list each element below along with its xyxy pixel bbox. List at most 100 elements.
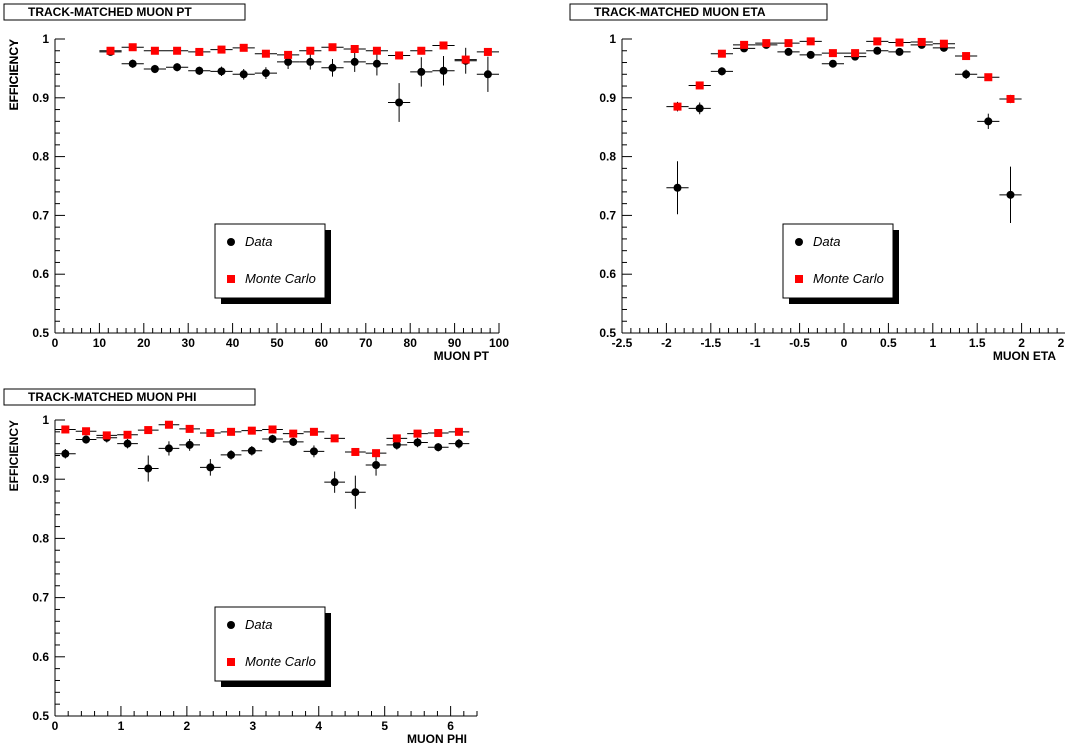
data-point [284, 57, 293, 66]
y-tick-label: 0.7 [599, 208, 616, 222]
x-tick-label: 50 [270, 336, 284, 350]
y-tick-label: 0.5 [599, 326, 616, 340]
legend-mc-label: Monte Carlo [813, 271, 884, 286]
mc-point [195, 47, 204, 56]
data-point [239, 70, 248, 79]
data-point [673, 183, 682, 192]
x-tick-label: -0.5 [789, 336, 810, 350]
y-tick-label: 0.8 [599, 150, 616, 164]
y-tick-label: 0.7 [32, 591, 49, 605]
data-point [984, 117, 993, 126]
legend: Data Monte Carlo [782, 223, 899, 304]
legend: Data Monte Carlo [214, 606, 331, 687]
x-tick-label: 20 [137, 336, 151, 350]
data-point [351, 488, 360, 497]
data-point [82, 435, 91, 444]
mc-point [984, 73, 993, 82]
legend-data-label: Data [813, 234, 840, 249]
legend-mc-label: Monte Carlo [245, 271, 316, 286]
x-tick-label: 5 [381, 719, 388, 733]
data-point [372, 59, 381, 68]
legend-data-marker [795, 238, 803, 246]
x-tick-label: -2.5 [612, 336, 633, 350]
data-point [217, 67, 226, 76]
mc-point [372, 449, 381, 458]
data-point [483, 70, 492, 79]
chart-title: TRACK-MATCHED MUON PHI [28, 390, 196, 404]
data-point [372, 460, 381, 469]
x-tick-label: 1.5 [969, 336, 986, 350]
mc-point [895, 38, 904, 47]
legend-data-label: Data [245, 617, 272, 632]
chart-title: TRACK-MATCHED MUON PT [28, 5, 192, 19]
y-axis-label: EFFICIENCY [7, 39, 21, 110]
mc-point [106, 46, 115, 55]
data-point [227, 450, 236, 459]
x-tick-label: 80 [404, 336, 418, 350]
x-tick-label: 1 [929, 336, 936, 350]
data-point [395, 98, 404, 107]
y-tick-label: 1 [42, 32, 49, 46]
legend-data-marker [227, 238, 235, 246]
chart-title-box [3, 388, 256, 406]
mc-point [939, 39, 948, 48]
data-point [434, 443, 443, 452]
mc-point [102, 431, 111, 440]
y-axis-label: EFFICIENCY [7, 420, 21, 491]
mc-point [268, 425, 277, 434]
legend-data-label: Data [245, 234, 272, 249]
mc-point [350, 44, 359, 53]
x-axis-label: MUON ETA [993, 349, 1056, 363]
y-tick-label: 0.9 [32, 472, 49, 486]
x-tick-label: 6 [447, 719, 454, 733]
mc-point [717, 49, 726, 58]
x-tick-label: 0 [841, 336, 848, 350]
data-point [173, 63, 182, 72]
mc-point [173, 46, 182, 55]
x-tick-label: 100 [489, 336, 509, 350]
chart-panel: TRACK-MATCHED MUON ETA 0.5 0.6 0.7 0.8 0.9 1 -2… [7, 3, 1065, 363]
x-tick-label: 0 [52, 336, 59, 350]
mc-point [873, 37, 882, 46]
data-point [962, 70, 971, 79]
data-point [439, 66, 448, 75]
data-point [144, 464, 153, 473]
mc-point [483, 47, 492, 56]
data-point [806, 50, 815, 59]
x-tick-label: 0.5 [880, 336, 897, 350]
data-point [261, 69, 270, 78]
series-data [666, 40, 1022, 224]
x-tick-label: 2 [1018, 336, 1025, 350]
mc-point [762, 39, 771, 48]
mc-point [150, 46, 159, 55]
mc-point [413, 429, 422, 438]
y-tick-label: 0.5 [32, 709, 49, 723]
mc-point [962, 52, 971, 61]
data-point [717, 67, 726, 76]
legend: Data Monte Carlo [214, 223, 331, 304]
mc-point [306, 46, 315, 55]
y-tick-label: 0.8 [32, 531, 49, 545]
y-tick-label: 0.6 [599, 267, 616, 281]
y-tick-label: 1 [42, 413, 49, 427]
data-point [185, 440, 194, 449]
legend-box [214, 606, 326, 682]
data-point [895, 47, 904, 56]
series-data [99, 47, 499, 122]
mc-point [144, 426, 153, 435]
mc-point [395, 51, 404, 60]
series-monte-carlo [99, 41, 499, 64]
y-tick-label: 0.9 [32, 91, 49, 105]
data-point [195, 66, 204, 75]
mc-point [328, 43, 337, 52]
data-point [61, 449, 70, 458]
legend-mc-marker [227, 658, 235, 666]
mc-point [261, 49, 270, 58]
x-tick-label: 60 [315, 336, 329, 350]
mc-point [247, 426, 256, 435]
x-tick-label: -1 [750, 336, 761, 350]
data-point [123, 439, 132, 448]
data-point [309, 447, 318, 456]
mc-point [454, 427, 463, 436]
